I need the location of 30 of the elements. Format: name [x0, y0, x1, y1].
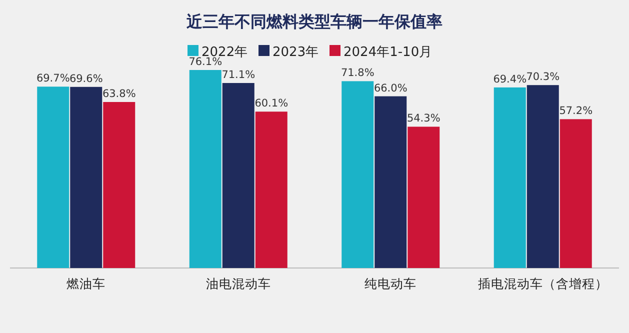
data-label: 71.8% — [340, 67, 374, 80]
bar — [255, 112, 288, 268]
data-label: 71.1% — [222, 69, 256, 82]
chart-title: 近三年不同燃料类型车辆一年保值率 — [186, 12, 442, 31]
bar — [37, 86, 70, 268]
bar — [408, 126, 440, 268]
bar — [494, 87, 526, 268]
bar — [374, 96, 407, 268]
x-tick-label: 插电混动车（含增程） — [478, 276, 608, 291]
bar — [103, 102, 136, 268]
bar — [526, 85, 559, 268]
bar — [189, 70, 222, 268]
x-tick-label: 油电混动车 — [206, 276, 271, 291]
bar — [70, 86, 102, 268]
data-label: 60.1% — [254, 98, 288, 110]
bar — [342, 81, 374, 268]
data-label: 54.3% — [406, 112, 440, 125]
bar — [222, 83, 254, 268]
data-label: 66.0% — [374, 82, 408, 94]
bar — [560, 119, 592, 268]
data-label: 57.2% — [559, 105, 593, 118]
legend-label: 2024年1-10月 — [344, 45, 432, 60]
data-label: 69.6% — [69, 72, 103, 85]
data-label: 63.8% — [102, 88, 136, 100]
data-label: 69.7% — [36, 72, 70, 85]
x-tick-label: 燃油车 — [66, 276, 106, 291]
data-label: 70.3% — [526, 71, 560, 84]
legend-label: 2023年 — [272, 45, 319, 60]
x-tick-label: 纯电动车 — [364, 276, 417, 291]
data-label: 69.4% — [493, 73, 527, 86]
